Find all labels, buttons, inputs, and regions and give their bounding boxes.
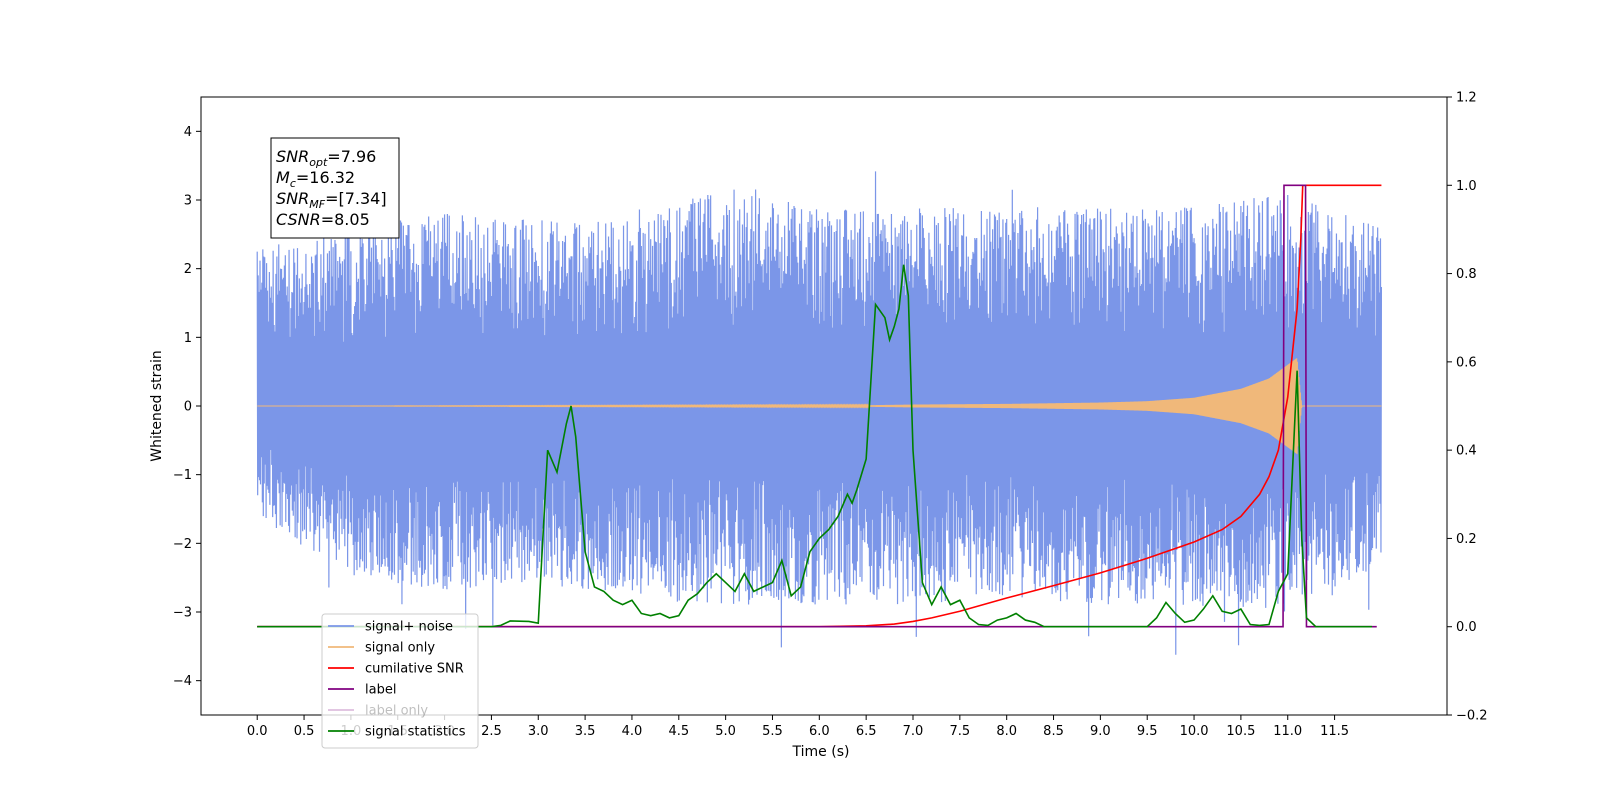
x-tick-label: 2.5 — [481, 724, 502, 739]
y-right-tick-label: 0.6 — [1456, 355, 1477, 370]
x-tick-label: 5.0 — [715, 724, 736, 739]
legend-item: signal only — [328, 641, 435, 656]
x-tick-label: 7.5 — [949, 724, 970, 739]
legend-item: label — [328, 683, 396, 698]
annotation-line: SNRMF=[7.34] — [276, 189, 387, 211]
x-tick-label: 11.5 — [1320, 724, 1349, 739]
legend-frame — [321, 613, 479, 749]
legend: signal+ noise signal only cumilative SNR la… — [321, 613, 479, 749]
y-left-tick-label: −2 — [173, 537, 192, 552]
legend-item: cumilative SNR — [328, 662, 464, 677]
line-signal-only — [257, 358, 1382, 455]
y-right-tick-label: 1.0 — [1456, 179, 1477, 194]
x-tick-label: 0.5 — [294, 724, 315, 739]
annotation-line: CSNR=8.05 — [276, 210, 370, 229]
x-tick-label: 8.0 — [996, 724, 1017, 739]
legend-label: signal only — [365, 641, 435, 656]
y-right-tick-label: 0.4 — [1456, 444, 1477, 459]
line-label — [257, 184, 1377, 628]
line-signal-noise — [256, 171, 1383, 655]
y-right-tick-label: 1.2 — [1456, 91, 1477, 106]
legend-item: signal+ noise — [328, 620, 453, 635]
x-tick-label: 9.5 — [1137, 724, 1158, 739]
series-signal-noise — [256, 171, 1383, 655]
x-tick-label: 7.0 — [903, 724, 924, 739]
y-left-tick-label: 1 — [184, 331, 192, 346]
annotation-line: SNRopt=7.96 — [276, 147, 376, 169]
x-tick-label: 8.5 — [1043, 724, 1064, 739]
legend-label: cumilative SNR — [365, 662, 464, 677]
legend-label: signal statistics — [365, 725, 466, 740]
y-axis-left-label: Whitened strain — [149, 350, 165, 461]
line-cumilative-snr — [257, 184, 1382, 628]
x-tick-label: 0.0 — [247, 724, 268, 739]
series-signal-only — [257, 358, 1382, 455]
y-left-tick-label: −3 — [173, 606, 192, 621]
x-tick-label: 9.0 — [1090, 724, 1111, 739]
x-tick-label: 4.5 — [668, 724, 689, 739]
legend-label: label only — [365, 704, 428, 719]
y-left-tick-label: −1 — [173, 468, 192, 483]
x-tick-label: 3.5 — [575, 724, 596, 739]
y-left-tick-label: 3 — [184, 194, 192, 209]
y-right-tick-label: 0.0 — [1456, 620, 1477, 635]
legend-item: label only — [328, 704, 428, 719]
y-axis-left: −4 −3 −2 −1 0 1 2 3 4 — [173, 125, 201, 689]
x-axis-label: Time (s) — [792, 744, 850, 760]
x-tick-label: 10.0 — [1180, 724, 1209, 739]
annotation-line: Mc=16.32 — [276, 168, 355, 190]
y-right-tick-label: 0.2 — [1456, 532, 1477, 547]
x-tick-label: 5.5 — [762, 724, 783, 739]
x-tick-label: 10.5 — [1226, 724, 1255, 739]
y-right-tick-label: 0.8 — [1456, 267, 1477, 282]
x-tick-label: 6.0 — [809, 724, 830, 739]
y-left-tick-label: 2 — [184, 262, 192, 277]
legend-label: signal+ noise — [365, 620, 453, 635]
legend-label: label — [365, 683, 396, 698]
annotation-frame — [270, 137, 400, 239]
x-tick-label: 6.5 — [856, 724, 877, 739]
y-left-tick-label: 0 — [184, 400, 192, 415]
line-signal-statistics — [257, 264, 1373, 628]
y-left-tick-label: 4 — [184, 125, 192, 140]
x-tick-label: 4.0 — [622, 724, 643, 739]
series-lines — [257, 184, 1382, 628]
legend-item: signal statistics — [328, 725, 466, 740]
y-right-tick-label: −0.2 — [1456, 709, 1488, 724]
y-axis-right: −0.2 0.0 0.2 0.4 0.6 0.8 1.0 1.2 — [1447, 91, 1488, 724]
y-left-tick-label: −4 — [173, 674, 192, 689]
x-tick-label: 3.0 — [528, 724, 549, 739]
x-tick-label: 11.0 — [1273, 724, 1302, 739]
